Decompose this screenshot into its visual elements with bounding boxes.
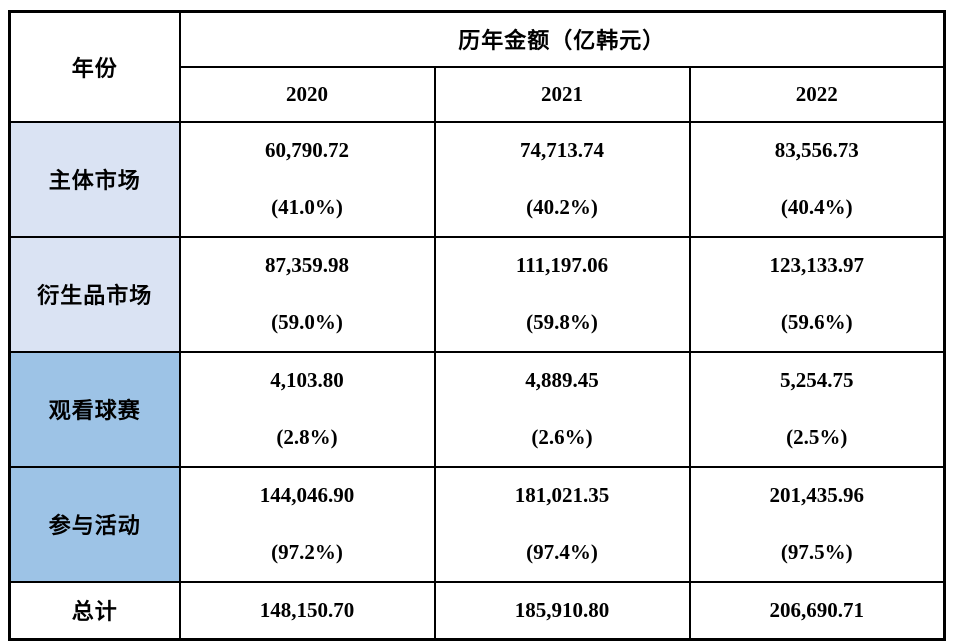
percent-value: (40.4%)	[780, 194, 853, 219]
amount-value: 74,713.74	[520, 138, 604, 163]
year-header-2021: 2021	[433, 65, 691, 123]
amount-value: 181,021.35	[514, 483, 610, 508]
value-cell: 181,021.35 (97.4%)	[433, 465, 691, 583]
value-cell: 74,713.74 (40.2%)	[433, 120, 691, 238]
total-value-2020: 148,150.70	[178, 580, 436, 641]
row-label-derivatives-market: 衍生品市场	[8, 235, 181, 353]
table-row: 观看球赛 4,103.80 (2.8%) 4,889.45 (2.6%) 5,2…	[8, 350, 946, 468]
row-label-watch-games: 观看球赛	[8, 350, 181, 468]
amount-value: 60,790.72	[265, 138, 349, 163]
yearly-amount-table: 年份 历年金额（亿韩元） 2020 2021 2022 主体市场 60,790.…	[8, 10, 947, 641]
table-row: 衍生品市场 87,359.98 (59.0%) 111,197.06 (59.8…	[8, 235, 946, 353]
value-cell: 4,103.80 (2.8%)	[178, 350, 436, 468]
amount-group-header: 历年金额（亿韩元）	[178, 10, 946, 68]
amount-value: 4,103.80	[270, 368, 344, 393]
year-header-2022: 2022	[688, 65, 946, 123]
table-row: 主体市场 60,790.72 (41.0%) 74,713.74 (40.2%)…	[8, 120, 946, 238]
amount-value: 201,435.96	[769, 483, 865, 508]
amount-value: 4,889.45	[525, 368, 599, 393]
table-row: 参与活动 144,046.90 (97.2%) 181,021.35 (97.4…	[8, 465, 946, 583]
table-total-row: 总计 148,150.70 185,910.80 206,690.71	[8, 580, 946, 641]
percent-value: (2.5%)	[786, 424, 848, 449]
value-cell: 201,435.96 (97.5%)	[688, 465, 946, 583]
percent-value: (97.5%)	[780, 539, 853, 564]
amount-value: 144,046.90	[259, 483, 355, 508]
value-cell: 60,790.72 (41.0%)	[178, 120, 436, 238]
amount-value: 87,359.98	[265, 253, 349, 278]
percent-value: (59.8%)	[526, 309, 598, 334]
row-label-main-market: 主体市场	[8, 120, 181, 238]
year-column-header: 年份	[8, 10, 181, 123]
amount-value: 5,254.75	[780, 368, 854, 393]
year-header-2020: 2020	[178, 65, 436, 123]
value-cell: 5,254.75 (2.5%)	[688, 350, 946, 468]
row-label-total: 总计	[8, 580, 181, 641]
value-cell: 123,133.97 (59.6%)	[688, 235, 946, 353]
amount-value: 111,197.06	[515, 253, 609, 278]
amount-value: 123,133.97	[769, 253, 865, 278]
financial-table-container: 年份 历年金额（亿韩元） 2020 2021 2022 主体市场 60,790.…	[8, 10, 947, 641]
row-label-participate-activities: 参与活动	[8, 465, 181, 583]
value-cell: 144,046.90 (97.2%)	[178, 465, 436, 583]
value-cell: 87,359.98 (59.0%)	[178, 235, 436, 353]
percent-value: (59.6%)	[780, 309, 853, 334]
percent-value: (97.4%)	[526, 539, 598, 564]
amount-value: 83,556.73	[774, 138, 859, 163]
value-cell: 83,556.73 (40.4%)	[688, 120, 946, 238]
total-value-2022: 206,690.71	[688, 580, 946, 641]
percent-value: (97.2%)	[271, 539, 343, 564]
percent-value: (59.0%)	[271, 309, 343, 334]
percent-value: (2.8%)	[276, 424, 338, 449]
percent-value: (40.2%)	[526, 194, 598, 219]
total-value-2021: 185,910.80	[433, 580, 691, 641]
value-cell: 4,889.45 (2.6%)	[433, 350, 691, 468]
percent-value: (41.0%)	[271, 194, 343, 219]
percent-value: (2.6%)	[531, 424, 593, 449]
value-cell: 111,197.06 (59.8%)	[433, 235, 691, 353]
